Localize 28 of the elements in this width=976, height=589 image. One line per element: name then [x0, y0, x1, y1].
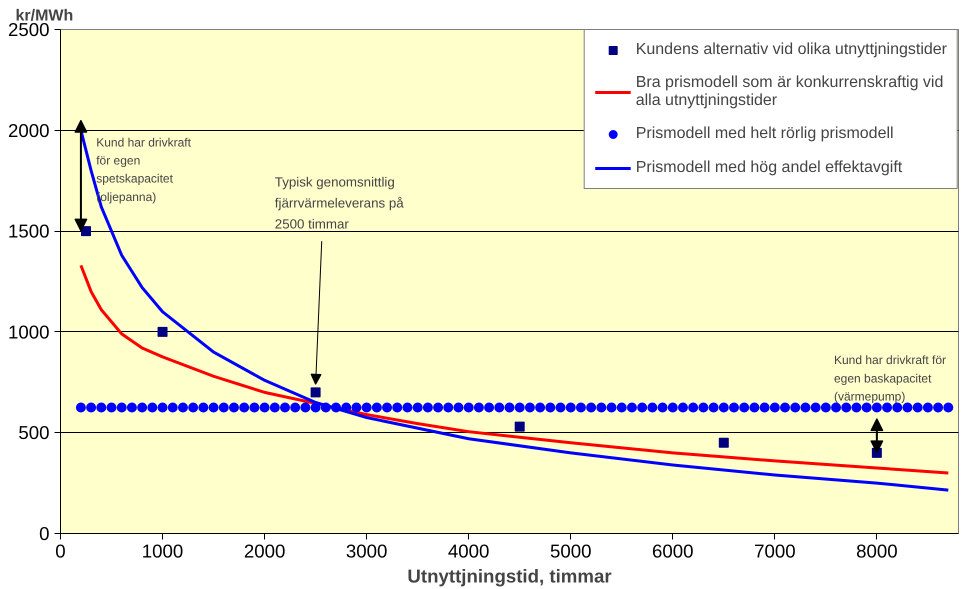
- x-tick-label: 5000: [550, 540, 592, 562]
- y-tick-label: 500: [18, 422, 50, 444]
- x-tick-label: 7000: [754, 540, 796, 562]
- annotation: Kund har drivkraft för egen baskapacitet (värmepump): [834, 353, 946, 404]
- x-tick-label: 1000: [142, 540, 184, 562]
- point: [81, 226, 92, 236]
- x-tick-label: 4000: [448, 540, 490, 562]
- x-tick-label: 2000: [244, 540, 286, 562]
- point: [514, 422, 525, 432]
- x-tick-label: 0: [55, 540, 66, 562]
- legend-label: Prismodell med hög andel effektavgift: [636, 159, 902, 177]
- x-axis-title: Utnyttjningstid, timmar: [407, 566, 612, 586]
- x-tick-label: 3000: [346, 540, 388, 562]
- legend-label: Kundens alternativ vid olika utnyttjningstider: [636, 41, 947, 59]
- y-tick-label: 0: [39, 523, 50, 544]
- x-tick-label: 8000: [856, 540, 898, 562]
- line-series: [79, 264, 950, 475]
- y-tick-label: 2000: [8, 120, 50, 141]
- point: [718, 438, 729, 448]
- y-tick-label: 1500: [8, 220, 50, 242]
- annotation: Typisk genomsnittlig fjärrvärmeleverans på 2500 timmar: [274, 174, 404, 232]
- point: [158, 326, 168, 337]
- legend-label: Prismodell med helt rörlig prismodell: [636, 125, 894, 143]
- x-tick-label: 6000: [652, 540, 694, 562]
- legend-label: Bra prismodell som är konkurrenskraftig vid alla utnyttjningstider: [636, 74, 944, 110]
- y-axis-title: kr/MWh: [16, 8, 74, 24]
- point: [310, 387, 321, 398]
- y-tick-label: 1000: [8, 321, 50, 342]
